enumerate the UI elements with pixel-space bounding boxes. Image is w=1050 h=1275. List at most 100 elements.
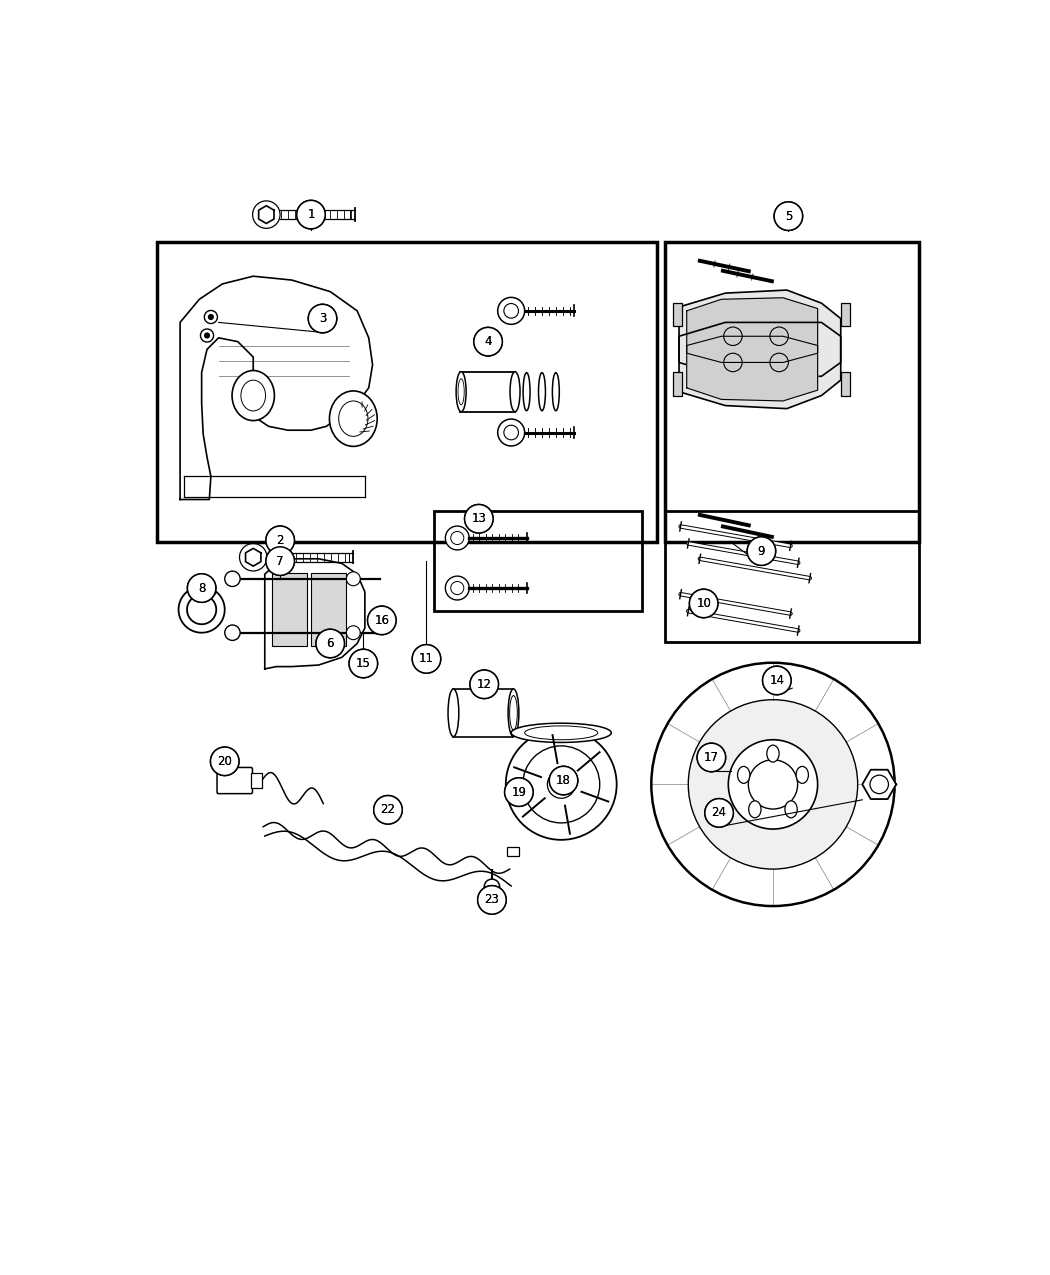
Text: 11: 11: [419, 653, 434, 666]
Circle shape: [505, 778, 533, 806]
Circle shape: [225, 571, 240, 587]
Text: 6: 6: [327, 638, 334, 650]
Text: 18: 18: [556, 774, 571, 787]
Bar: [435, 511, 643, 611]
Circle shape: [297, 200, 326, 228]
Text: 22: 22: [380, 803, 396, 816]
Text: 18: 18: [556, 774, 571, 787]
Circle shape: [470, 671, 499, 699]
Bar: [311, 572, 345, 646]
Circle shape: [208, 314, 214, 320]
Ellipse shape: [456, 372, 466, 412]
Polygon shape: [178, 592, 225, 632]
Text: 19: 19: [511, 785, 526, 798]
Circle shape: [368, 606, 396, 635]
Circle shape: [689, 700, 858, 870]
Ellipse shape: [232, 371, 274, 421]
Circle shape: [309, 305, 337, 333]
Polygon shape: [246, 548, 260, 566]
Text: 19: 19: [511, 785, 526, 798]
Polygon shape: [679, 289, 841, 376]
Text: 22: 22: [380, 803, 396, 816]
Circle shape: [697, 743, 726, 771]
Circle shape: [349, 649, 378, 678]
Circle shape: [478, 886, 506, 914]
Bar: [673, 372, 683, 395]
Bar: [841, 303, 849, 326]
Text: 5: 5: [784, 209, 792, 223]
Polygon shape: [181, 277, 373, 500]
Circle shape: [484, 878, 500, 895]
Ellipse shape: [737, 766, 750, 783]
Circle shape: [413, 645, 441, 673]
Text: 6: 6: [327, 638, 334, 650]
Circle shape: [549, 766, 578, 794]
Circle shape: [445, 527, 469, 550]
Circle shape: [505, 778, 533, 806]
Circle shape: [729, 740, 818, 829]
Polygon shape: [687, 337, 818, 400]
Text: 16: 16: [374, 613, 390, 627]
Text: 4: 4: [484, 335, 491, 348]
Bar: [460, 372, 514, 412]
Polygon shape: [862, 770, 897, 799]
Circle shape: [187, 574, 216, 602]
Circle shape: [547, 770, 575, 798]
Text: 7: 7: [276, 555, 284, 567]
Circle shape: [205, 311, 217, 324]
Ellipse shape: [508, 688, 519, 737]
Circle shape: [413, 645, 441, 673]
Circle shape: [349, 649, 378, 678]
Circle shape: [266, 527, 294, 555]
Text: 12: 12: [477, 678, 491, 691]
Polygon shape: [687, 298, 818, 362]
Text: 15: 15: [356, 657, 371, 669]
Polygon shape: [679, 323, 841, 409]
Circle shape: [346, 626, 360, 640]
Text: 2: 2: [276, 534, 284, 547]
Circle shape: [204, 333, 210, 339]
Ellipse shape: [511, 723, 611, 742]
Circle shape: [374, 796, 402, 824]
Circle shape: [474, 328, 502, 356]
Circle shape: [506, 729, 616, 840]
Text: 15: 15: [356, 657, 371, 669]
Bar: [507, 847, 519, 856]
Circle shape: [762, 667, 791, 695]
Text: 7: 7: [276, 555, 284, 567]
Text: 2: 2: [276, 534, 284, 547]
Text: 10: 10: [696, 597, 711, 609]
Ellipse shape: [766, 745, 779, 762]
Text: 1: 1: [308, 208, 315, 221]
Circle shape: [705, 798, 733, 827]
Ellipse shape: [510, 372, 520, 412]
Circle shape: [346, 572, 360, 585]
Circle shape: [478, 886, 506, 914]
Bar: [841, 372, 849, 395]
Circle shape: [748, 537, 776, 565]
Text: 11: 11: [419, 653, 434, 666]
Text: 14: 14: [770, 674, 784, 687]
Circle shape: [374, 796, 402, 824]
Text: 13: 13: [471, 513, 486, 525]
Circle shape: [316, 630, 344, 658]
Text: 20: 20: [217, 755, 232, 768]
Ellipse shape: [523, 372, 530, 411]
Ellipse shape: [796, 766, 808, 783]
Circle shape: [690, 589, 718, 617]
Text: 5: 5: [784, 209, 792, 223]
Circle shape: [749, 760, 798, 810]
Bar: [666, 241, 920, 542]
Circle shape: [316, 630, 344, 658]
Bar: [673, 303, 683, 326]
Bar: [666, 511, 920, 641]
Text: 3: 3: [319, 312, 327, 325]
Circle shape: [549, 766, 578, 794]
Circle shape: [297, 200, 326, 228]
Text: 23: 23: [484, 894, 500, 907]
Ellipse shape: [539, 372, 545, 411]
Circle shape: [464, 505, 494, 533]
Ellipse shape: [330, 391, 377, 446]
Circle shape: [498, 297, 525, 324]
Circle shape: [210, 747, 239, 775]
